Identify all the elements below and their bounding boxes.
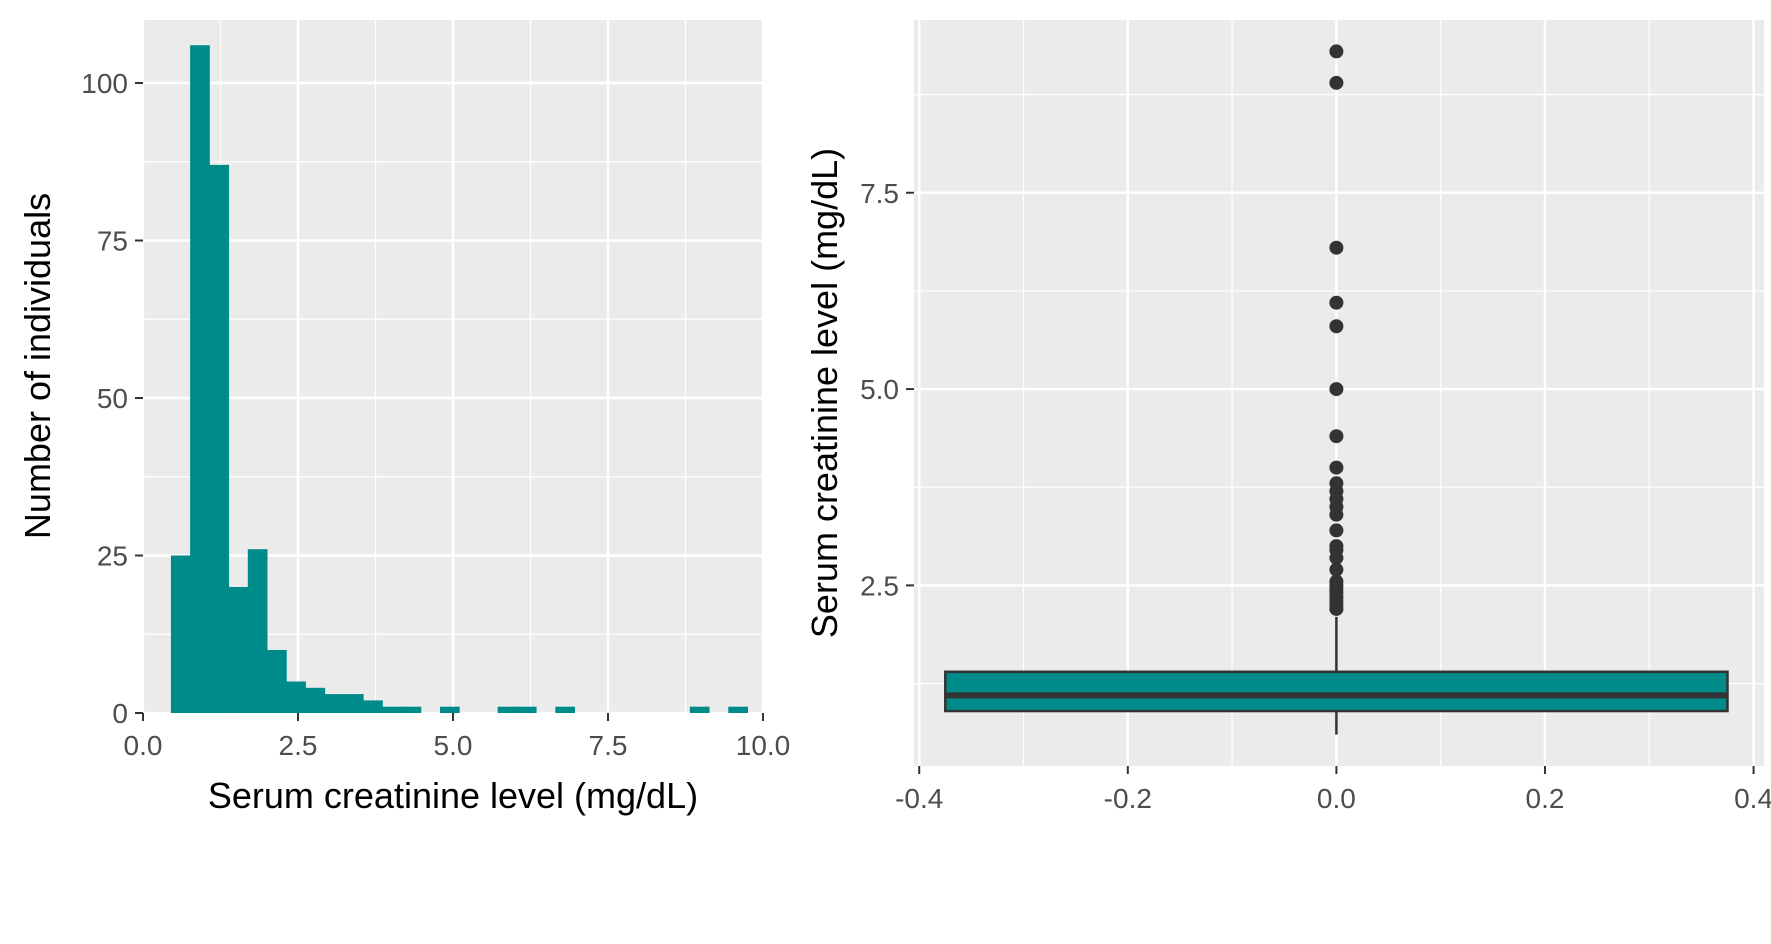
histogram-bar [267,650,287,713]
interquartile-box [944,670,1729,713]
y-tick-label: 75 [97,226,128,257]
histogram-bar [343,694,364,713]
histogram-bars [170,45,748,713]
histogram-bar [324,694,345,713]
x-tick-label: 2.5 [279,730,318,761]
x-tick-label: 5.0 [434,730,473,761]
boxplot-y-axis: 2.5 5.0 7.5 [860,178,914,601]
histogram-bar [170,555,191,713]
histogram-bar [190,45,210,713]
boxplot-box [944,616,1729,735]
histogram-bar [516,706,537,713]
boxplot-panel: -0.4 -0.2 0.0 0.2 0.4 2.5 5.0 7.5 Serum creati… [804,20,1771,814]
x-tick-label: -0.4 [895,783,943,814]
histogram-x-axis: 0.0 2.5 5.0 7.5 10.0 [124,713,791,761]
y-tick-label: 50 [97,383,128,414]
outlier-point [1329,75,1344,90]
outlier-point [1329,460,1344,475]
histogram-panel: 0.0 2.5 5.0 7.5 10.0 0 25 50 75 100 Serum creati… [17,20,790,816]
histogram-bar [382,706,403,713]
histogram-bar [689,706,710,713]
histogram-bar [228,587,249,713]
y-tick-label: 0 [112,698,128,729]
histogram-bar [728,706,748,713]
histogram-bar [555,706,576,713]
x-tick-label: 0.4 [1734,783,1771,814]
outlier-point [1329,319,1344,334]
x-tick-label: 7.5 [589,730,628,761]
histogram-bar [401,706,422,713]
x-tick-label: 0.0 [124,730,163,761]
y-tick-label: 7.5 [860,178,899,209]
histogram-bar [305,687,326,713]
boxplot-y-axis-title: Serum creatinine level (mg/dL) [804,148,845,638]
y-tick-label: 100 [81,68,128,99]
outlier-point [1329,295,1344,310]
y-tick-label: 5.0 [860,374,899,405]
x-tick-label: -0.2 [1104,783,1152,814]
histogram-bar [363,700,383,713]
x-tick-label: 0.0 [1317,783,1356,814]
histogram-bar [497,706,518,713]
histogram-bar [286,681,306,713]
histogram-x-axis-title: Serum creatinine level (mg/dL) [208,775,698,816]
x-tick-label: 10.0 [736,730,791,761]
histogram-y-axis-title: Number of individuals [17,193,58,539]
outlier-point [1329,382,1344,397]
outlier-point [1329,429,1344,444]
outlier-point [1329,574,1344,589]
histogram-y-axis: 0 25 50 75 100 [81,68,143,729]
boxplot-x-axis: -0.4 -0.2 0.0 0.2 0.4 [895,766,1771,814]
outlier-point [1329,476,1344,491]
histogram-bar [439,706,460,713]
boxplot-outliers [1329,44,1344,616]
outlier-point [1329,539,1344,554]
outlier-point [1329,523,1344,538]
outlier-point [1329,562,1344,577]
outlier-point [1329,240,1344,255]
outlier-point [1329,44,1344,59]
histogram-bar [209,164,230,713]
histogram-bar [247,549,268,713]
y-tick-label: 2.5 [860,570,899,601]
x-tick-label: 0.2 [1526,783,1565,814]
y-tick-label: 25 [97,541,128,572]
